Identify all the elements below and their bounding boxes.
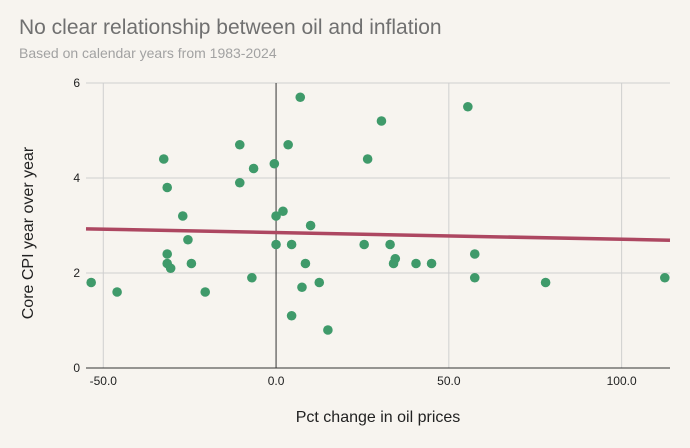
data-points xyxy=(86,92,670,335)
data-point xyxy=(186,258,197,269)
data-point xyxy=(305,220,316,231)
data-point xyxy=(469,272,480,283)
data-point xyxy=(314,277,325,288)
data-point xyxy=(359,239,369,250)
data-point xyxy=(269,158,280,169)
data-point xyxy=(158,154,169,164)
data-point xyxy=(469,249,480,259)
x-axis-title: Pct change in oil prices xyxy=(296,409,461,426)
trendline-group xyxy=(85,227,671,242)
data-point xyxy=(286,310,297,321)
tick-labels: 0 2 4 6 -50.0 0.0 50.0 100.0 xyxy=(73,76,637,388)
data-point xyxy=(234,177,245,188)
data-point xyxy=(271,239,281,250)
data-point xyxy=(540,277,551,288)
x-tick-label: -50.0 xyxy=(90,374,118,388)
x-tick-label: 0.0 xyxy=(268,374,285,388)
data-point xyxy=(165,263,176,274)
data-point xyxy=(463,101,473,112)
y-axis-title: Core CPI year over year xyxy=(20,146,37,319)
data-point xyxy=(278,206,288,217)
y-tick-label: 2 xyxy=(73,266,80,280)
data-point xyxy=(183,234,193,245)
data-point xyxy=(271,211,281,221)
axes xyxy=(86,83,670,369)
data-point xyxy=(283,139,293,150)
data-point xyxy=(112,287,122,297)
gridlines xyxy=(86,82,670,368)
data-point xyxy=(385,239,395,250)
data-point xyxy=(200,287,211,297)
data-point xyxy=(177,211,188,221)
y-tick-label: 0 xyxy=(73,361,80,375)
data-point xyxy=(247,272,257,283)
trendline xyxy=(85,227,671,242)
data-point xyxy=(660,272,670,283)
data-point xyxy=(162,249,173,259)
x-tick-label: 50.0 xyxy=(437,374,461,388)
data-point xyxy=(248,163,259,174)
data-point xyxy=(411,258,421,269)
y-tick-label: 6 xyxy=(73,76,80,90)
data-point xyxy=(390,253,401,264)
data-point xyxy=(323,325,333,335)
data-point xyxy=(426,258,437,269)
data-point xyxy=(162,182,173,193)
data-point xyxy=(362,154,373,164)
data-point xyxy=(295,92,306,103)
data-point xyxy=(234,139,245,150)
data-point xyxy=(86,277,96,288)
data-point xyxy=(376,116,387,126)
data-point xyxy=(297,282,307,293)
data-point xyxy=(300,258,311,269)
chart-title: No clear relationship between oil and in… xyxy=(19,16,442,39)
y-tick-label: 4 xyxy=(73,171,80,185)
chart-subtitle: Based on calendar years from 1983-2024 xyxy=(19,45,277,61)
data-point xyxy=(286,239,297,250)
x-tick-label: 100.0 xyxy=(607,374,637,388)
